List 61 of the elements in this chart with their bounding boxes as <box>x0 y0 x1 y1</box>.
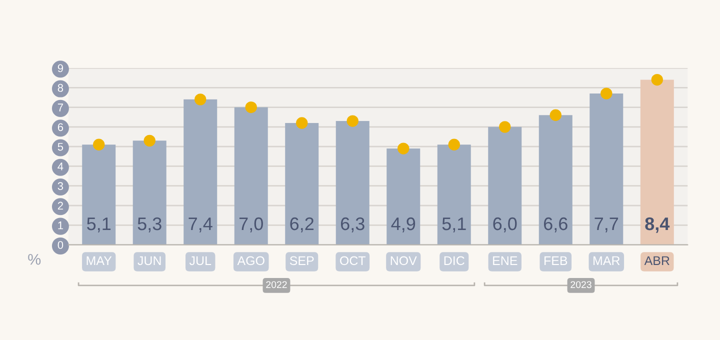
bar <box>285 123 319 245</box>
data-label: 8,4 <box>645 217 670 233</box>
data-label: 5,1 <box>87 218 111 232</box>
y-tick-label: 6 <box>58 123 64 132</box>
x-tick-label: NOV <box>390 256 417 266</box>
x-tick-label: ABR <box>644 256 670 265</box>
data-label: 5,3 <box>138 217 162 232</box>
point <box>144 134 156 147</box>
point <box>550 109 562 121</box>
bar <box>132 140 166 245</box>
y-tick-label: 8 <box>58 84 64 92</box>
data-label: 5,1 <box>442 218 466 232</box>
x-tick-label: JUN <box>138 256 161 266</box>
bar <box>82 144 116 245</box>
point <box>499 121 511 133</box>
point <box>651 74 663 86</box>
y-axis-title: % <box>28 254 41 265</box>
x-tick-label: SEP <box>290 256 314 266</box>
x-tick-label: AGO <box>237 256 264 266</box>
data-label: 7,4 <box>188 218 212 232</box>
x-tick-label: FEB <box>544 256 568 265</box>
data-label: 7,0 <box>239 217 263 232</box>
data-label: 6,6 <box>544 217 568 232</box>
point <box>346 115 358 127</box>
y-tick-label: 1 <box>58 222 63 230</box>
x-tick-label: MAR <box>594 256 620 265</box>
data-label: 4,9 <box>391 217 416 232</box>
text: 2022 <box>266 281 287 288</box>
data-label: 6,3 <box>340 217 364 232</box>
data-label: 6,2 <box>290 217 314 232</box>
y-tick-label: 0 <box>58 241 64 249</box>
bar <box>184 99 218 245</box>
y-tick-label: 3 <box>58 182 64 190</box>
point <box>245 101 257 114</box>
bar <box>590 94 624 245</box>
bar <box>488 126 522 245</box>
bar <box>640 80 674 245</box>
x-tick-label: DIC <box>444 256 464 266</box>
y-tick-label: 7 <box>58 104 63 112</box>
y-tick-label: 5 <box>58 142 64 151</box>
x-tick-label: ENE <box>493 256 518 265</box>
bar <box>234 107 268 245</box>
x-tick-label: MAY <box>86 256 112 265</box>
point <box>600 88 612 100</box>
x-tick-label: JUL <box>189 256 212 266</box>
data-label: 6,0 <box>493 217 517 232</box>
bar <box>437 144 471 245</box>
bar <box>386 148 420 245</box>
data-label: 7,7 <box>594 218 618 232</box>
y-tick-label: 2 <box>58 202 63 210</box>
bar <box>538 115 572 245</box>
point <box>194 94 206 106</box>
x-tick-label: OCT <box>340 256 366 266</box>
y-tick-label: 4 <box>58 162 64 170</box>
point <box>448 138 460 150</box>
point <box>93 138 105 150</box>
bar <box>336 121 370 245</box>
point <box>398 142 410 154</box>
point <box>296 117 308 129</box>
text: 2023 <box>570 281 592 288</box>
y-tick-label: 9 <box>58 64 64 72</box>
